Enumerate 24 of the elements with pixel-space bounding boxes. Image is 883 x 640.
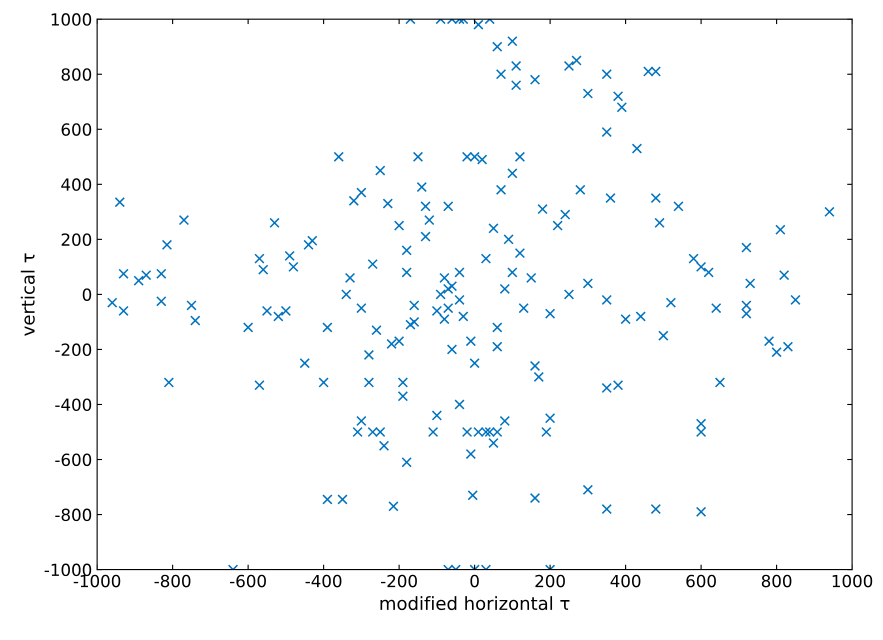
x-tick-label: 1000 xyxy=(832,574,872,588)
y-axis-title: vertical τ xyxy=(20,253,35,336)
x-tick-label: -600 xyxy=(230,574,266,588)
x-axis-title: modified horizontal τ xyxy=(380,596,570,610)
x-tick-label: 800 xyxy=(762,574,792,588)
y-tick-label: -1000 xyxy=(44,564,92,576)
x-tick-label: -400 xyxy=(306,574,342,588)
x-tick-label: -800 xyxy=(154,574,190,588)
y-tick-label: 0 xyxy=(82,288,92,301)
y-tick-label: -800 xyxy=(55,508,92,522)
x-tick-label: 600 xyxy=(686,574,716,588)
x-tick-label: 200 xyxy=(535,574,565,588)
y-tick-label: 600 xyxy=(62,123,92,136)
y-tick-label: -600 xyxy=(55,453,92,466)
y-tick-label: -400 xyxy=(55,398,92,412)
y-tick-label: 800 xyxy=(62,68,92,81)
y-tick-label: 1000 xyxy=(52,13,92,26)
x-tick-label: -1000 xyxy=(74,574,120,588)
y-tick-label: -200 xyxy=(55,343,92,356)
y-tick-label: 400 xyxy=(61,178,92,191)
x-tick-label: -200 xyxy=(381,574,417,588)
y-tick-label: 200 xyxy=(62,233,92,246)
x-tick-label: 400 xyxy=(610,574,640,588)
x-tick-label: 0 xyxy=(470,574,479,588)
